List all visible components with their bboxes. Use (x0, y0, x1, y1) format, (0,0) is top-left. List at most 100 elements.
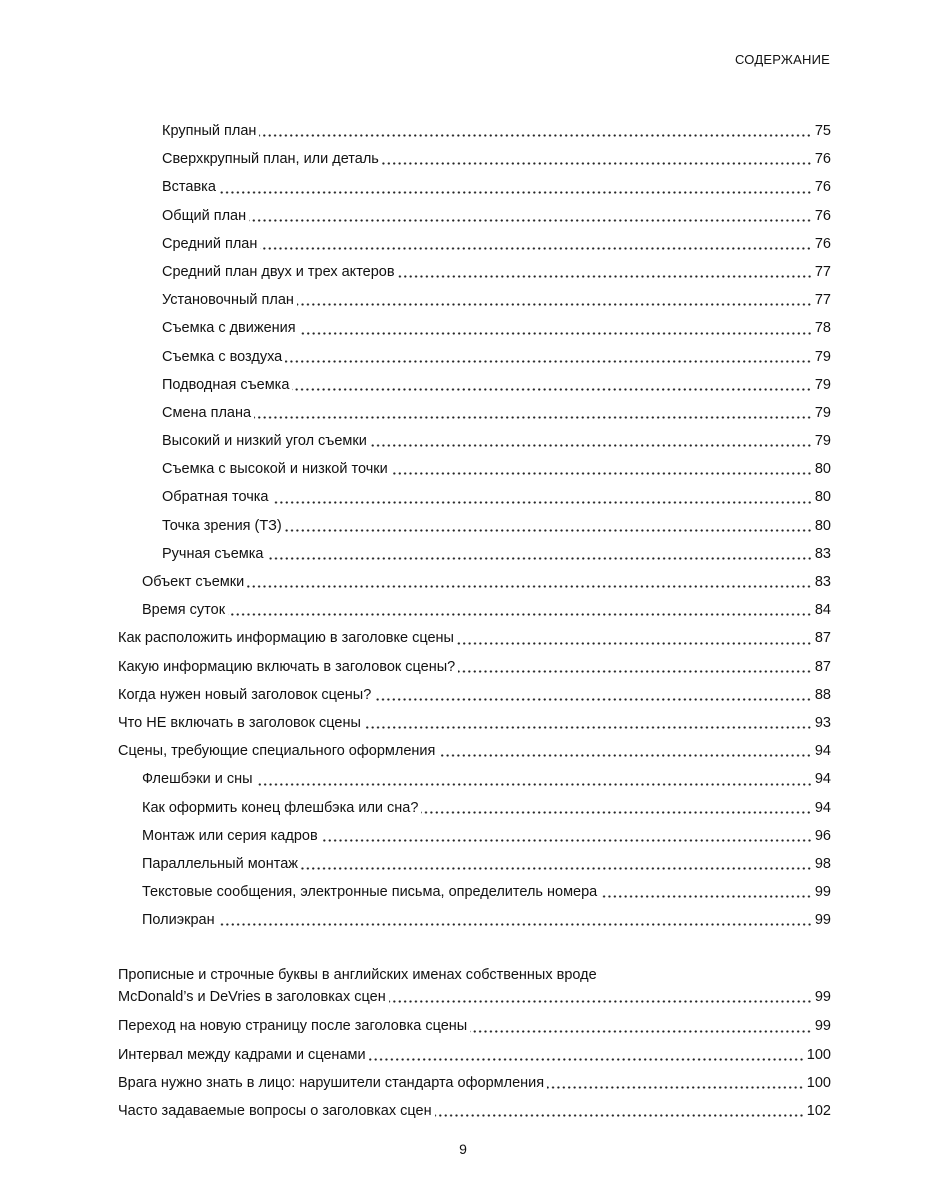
toc-entry[interactable]: Прописные и строчные буквы в английских … (118, 964, 831, 1008)
toc-entry[interactable]: Сцены, требующие специального оформления… (118, 737, 831, 765)
toc-entry-title: Монтаж или серия кадров (142, 827, 318, 844)
toc-entry-title: Когда нужен новый заголовок сцены? (118, 686, 372, 703)
toc-entry[interactable]: Съемка с воздуха 79 (118, 343, 831, 371)
toc-entry-page: 80 (814, 517, 831, 534)
toc-entry[interactable]: Переход на новую страницу после заголовк… (118, 1012, 831, 1040)
toc-entry-page: 96 (814, 827, 831, 844)
toc-entry-title: Установочный план (162, 292, 294, 309)
toc-entry[interactable]: Съемка с высокой и низкой точки 80 (118, 455, 831, 483)
dot-leader (300, 867, 812, 871)
dot-leader (285, 359, 812, 363)
toc-entry-title: Как оформить конец флешбэка или сна? (142, 799, 419, 816)
dot-leader (438, 754, 812, 758)
toc-entry-title: Параллельный монтаж (142, 855, 298, 872)
toc-entry-title: Интервал между кадрами и сценами (118, 1046, 366, 1063)
toc-entry[interactable]: Полиэкран 99 (118, 906, 831, 934)
toc-entry-title: Какую информацию включать в заголовок сц… (118, 658, 456, 675)
toc-entry[interactable]: Сверхкрупный план, или деталь 76 (118, 145, 831, 173)
toc-entry-title: Съемка с движения (162, 320, 296, 337)
toc-entry[interactable]: Интервал между кадрами и сценами 100 (118, 1041, 831, 1069)
dot-leader (434, 1114, 804, 1118)
toc-entry[interactable]: Крупный план 75 (118, 117, 831, 145)
toc-entry[interactable]: Средний план двух и трех актеров 77 (118, 258, 831, 286)
toc-entry-page: 83 (814, 545, 831, 562)
toc-entry[interactable]: Параллельный монтаж 98 (118, 850, 831, 878)
toc-entry-page: 76 (814, 179, 831, 196)
toc-entry-title: McDonald’s и DeVries в заголовках сцен (118, 989, 386, 1006)
toc-entry-page: 79 (814, 404, 831, 421)
toc-entry-page: 76 (814, 151, 831, 168)
toc-entry-page: 94 (814, 799, 831, 816)
toc-entry[interactable]: Часто задаваемые вопросы о заголовках сц… (118, 1097, 831, 1125)
dot-leader (284, 528, 812, 532)
dot-leader (363, 726, 812, 730)
toc-entry[interactable]: Вставка 76 (118, 173, 831, 201)
toc-entry-page: 83 (814, 574, 831, 590)
toc-entry-title: Текстовые сообщения, электронные письма,… (142, 884, 598, 901)
dot-leader (456, 641, 812, 645)
toc-entry[interactable]: Когда нужен новый заголовок сцены? 88 (118, 681, 831, 709)
toc-entry[interactable]: Флешбэки и сны 94 (118, 765, 831, 793)
toc-entry-title: Общий план (162, 207, 247, 224)
toc-entry[interactable]: Общий план 76 (118, 202, 831, 230)
toc-entry[interactable]: Ручная съемка 83 (118, 540, 831, 568)
toc-entry[interactable]: Установочный план 77 (118, 286, 831, 314)
toc-entry-title: Крупный план (162, 123, 257, 139)
running-head: СОДЕРЖАНИЕ (734, 52, 830, 67)
toc-entry-page: 87 (814, 630, 831, 647)
toc-entry[interactable]: Врага нужно знать в лицо: нарушители ста… (118, 1069, 831, 1097)
toc-entry[interactable]: Смена плана 79 (118, 399, 831, 427)
toc-entry-page: 93 (814, 714, 831, 731)
toc-entry[interactable]: Время суток 84 (118, 596, 831, 624)
toc-entry-title: Объект съемки (142, 574, 245, 590)
dot-leader (388, 1000, 812, 1004)
page-number: 9 (459, 1141, 467, 1157)
toc-entry-title: Полиэкран (142, 912, 215, 929)
toc-entry-title: Сверхкрупный план, или деталь (162, 151, 379, 168)
toc-entry-page: 100 (806, 1046, 831, 1063)
dot-leader (218, 190, 812, 194)
toc-entry[interactable]: Обратная точка 80 (118, 483, 831, 511)
toc-entry[interactable]: Текстовые сообщения, электронные письма,… (118, 878, 831, 906)
toc-entry[interactable]: Как расположить информацию в заголовке с… (118, 624, 831, 652)
toc-entry-page: 99 (814, 912, 831, 929)
toc-entry-title: Флешбэки и сны (142, 771, 253, 788)
toc-entry-page: 76 (814, 235, 831, 252)
toc-entry[interactable]: Съемка с движения 78 (118, 314, 831, 342)
toc-entry-page: 78 (814, 320, 831, 337)
toc-entry-title: Как расположить информацию в заголовке с… (118, 630, 454, 647)
toc-entry[interactable]: Точка зрения (ТЗ) 80 (118, 512, 831, 540)
toc-entry-title: Подводная съемка (162, 376, 290, 393)
toc-entry-title: Врага нужно знать в лицо: нарушители ста… (118, 1074, 545, 1091)
dot-leader (292, 387, 812, 391)
dot-leader (368, 1057, 804, 1061)
toc-entry[interactable]: Монтаж или серия кадров 96 (118, 822, 831, 850)
toc-entry[interactable]: Как оформить конец флешбэка или сна? 94 (118, 794, 831, 822)
dot-leader (421, 810, 812, 814)
dot-leader (271, 500, 812, 504)
dot-leader (249, 218, 812, 222)
toc-entry-title: Съемка с высокой и низкой точки (162, 461, 388, 478)
toc-entry[interactable]: Объект съемки 83 (118, 568, 831, 596)
dot-leader (260, 246, 812, 250)
toc-entry-title: Что НЕ включать в заголовок сцены (118, 714, 361, 731)
toc-entry-page: 75 (814, 123, 831, 139)
toc-entry-page: 99 (814, 989, 831, 1006)
toc-entry-title: Обратная точка (162, 489, 269, 506)
dot-leader (266, 557, 812, 560)
dot-leader (390, 472, 812, 476)
toc-entry-page: 94 (814, 743, 831, 760)
toc-entry[interactable]: Подводная съемка 79 (118, 371, 831, 399)
toc-entry-page: 80 (814, 461, 831, 478)
toc-entry-page: 98 (814, 855, 831, 872)
toc-entry[interactable]: Средний план 76 (118, 230, 831, 258)
dot-leader (458, 669, 812, 673)
toc-entry[interactable]: Высокий и низкий угол съемки 79 (118, 427, 831, 455)
toc-entry[interactable]: Какую информацию включать в заголовок сц… (118, 653, 831, 681)
toc-entry[interactable]: Что НЕ включать в заголовок сцены 93 (118, 709, 831, 737)
toc-entry-page: 79 (814, 376, 831, 393)
dot-leader (298, 331, 812, 335)
dot-leader (296, 303, 812, 307)
toc-entry-page: 77 (814, 292, 831, 309)
toc-entry-title: Сцены, требующие специального оформления (118, 743, 436, 760)
